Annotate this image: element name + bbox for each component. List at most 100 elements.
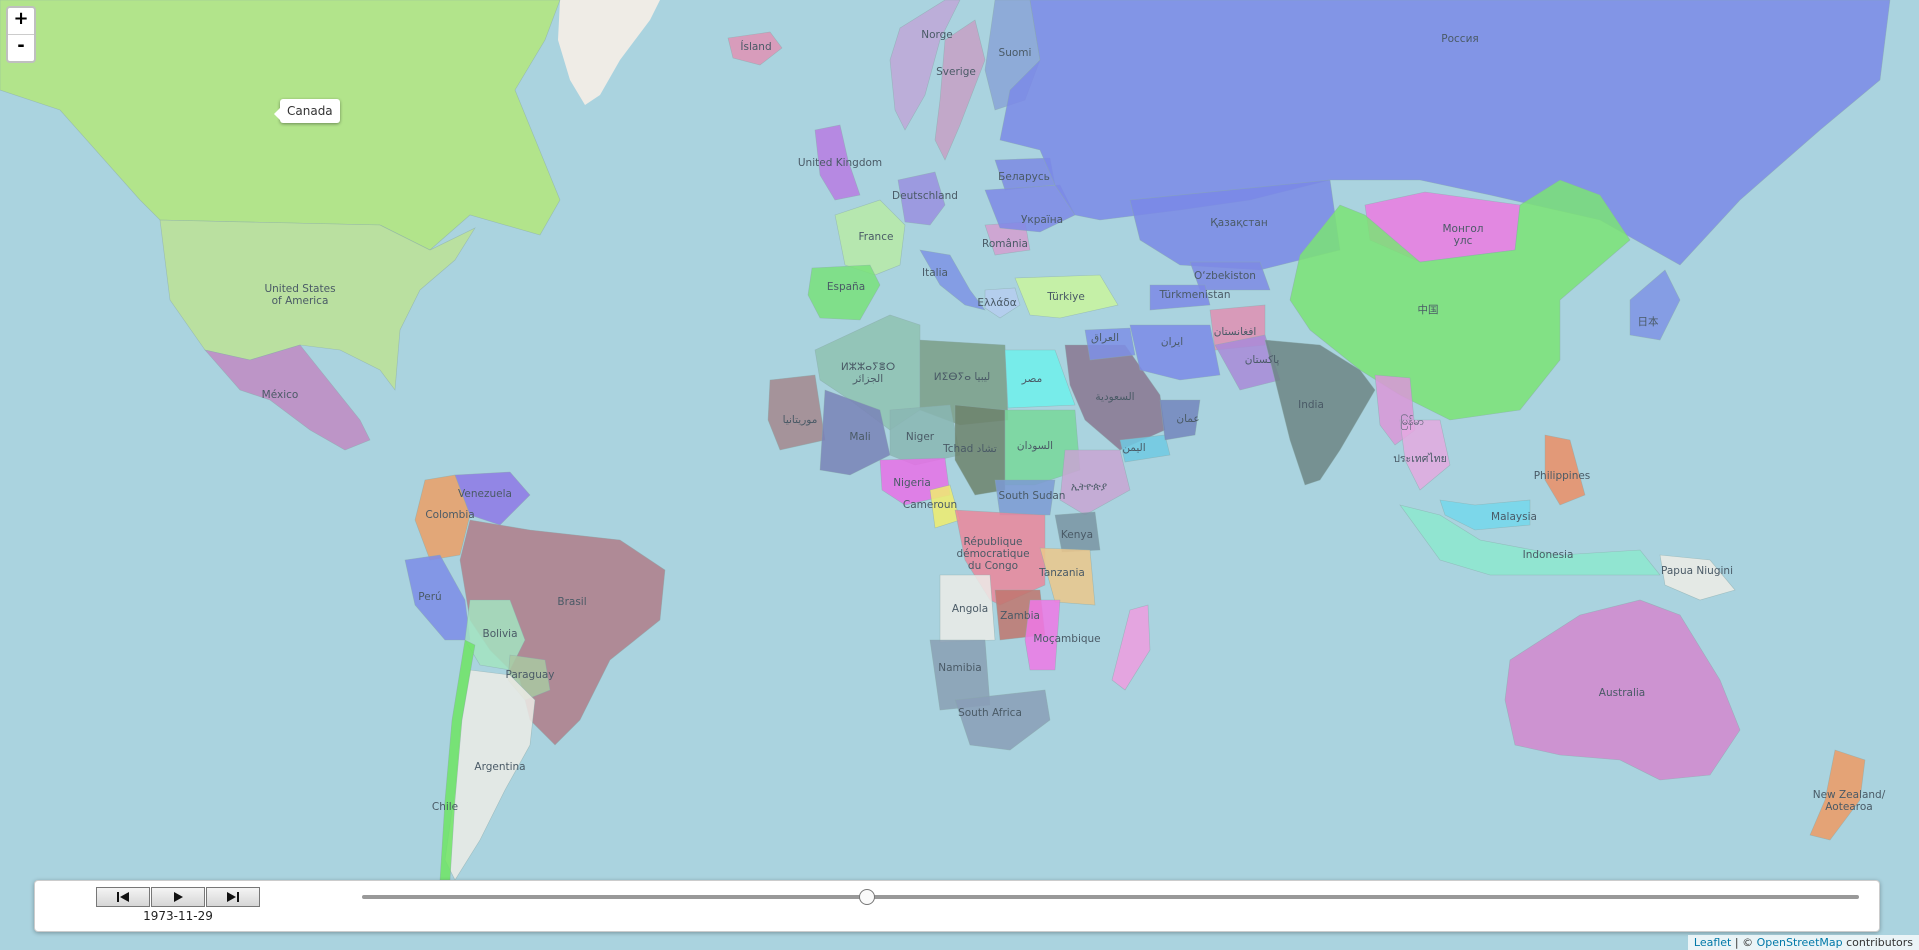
country-tanzania[interactable] xyxy=(1039,547,1096,606)
country-tooltip: Canada xyxy=(274,99,340,123)
country-label: Україна xyxy=(1021,214,1063,226)
country-shape-23[interactable] xyxy=(984,184,1076,233)
country-malaysia[interactable] xyxy=(1439,499,1531,531)
country-mali[interactable] xyxy=(819,389,891,476)
country-shape-50[interactable] xyxy=(1129,324,1221,381)
country-label: Tchad تشاد xyxy=(942,443,997,455)
country-label: السعودية xyxy=(1095,391,1134,403)
country-label: South Africa xyxy=(958,707,1022,719)
country-shape-29[interactable] xyxy=(767,374,826,451)
last-button[interactable] xyxy=(206,887,260,907)
country-label: ⵍⵣⵣⴰⵢⴻⵔ الجزائر xyxy=(841,361,895,385)
country-united-kingdom[interactable] xyxy=(814,124,861,201)
country-label: ኢትዮጵያ xyxy=(1071,481,1108,493)
country-label: España xyxy=(827,281,865,293)
country-canada[interactable] xyxy=(0,0,561,251)
country-shape-57[interactable] xyxy=(1289,179,1631,421)
country-label: عمان xyxy=(1176,413,1199,425)
country-label: Kenya xyxy=(1061,529,1093,541)
country-label: افغانستان xyxy=(1214,326,1257,338)
country-label: 中国 xyxy=(1418,303,1439,316)
country-label: Россия xyxy=(1441,33,1478,45)
attribution-suffix: contributors xyxy=(1842,936,1913,949)
country-label: México xyxy=(262,389,299,401)
country-label: Chile xyxy=(432,801,458,813)
country-shape-60[interactable] xyxy=(1399,419,1451,491)
country-shape-47[interactable] xyxy=(1119,434,1171,463)
zoom-in-button[interactable]: + xyxy=(8,8,34,35)
country-label: السودان xyxy=(1017,440,1053,452)
country-label: Argentina xyxy=(474,761,525,773)
country-indonesia[interactable] xyxy=(1399,504,1661,576)
timeline-slider-track[interactable] xyxy=(362,889,1859,905)
country-sverige[interactable] xyxy=(934,19,986,161)
country-label: Bolivia xyxy=(482,628,517,640)
country-angola[interactable] xyxy=(939,574,996,643)
country-shape-61[interactable] xyxy=(1629,269,1681,341)
country-label: Niger xyxy=(906,431,935,443)
country-label: Ελλάδα xyxy=(977,297,1016,309)
country-label: Indonesia xyxy=(1523,549,1574,561)
country-label: پاکستان xyxy=(1245,354,1280,366)
country-label: Монгол улс xyxy=(1442,223,1483,247)
attribution-separator: | © xyxy=(1731,936,1757,949)
map-attribution: Leaflet | © OpenStreetMap contributors xyxy=(1687,935,1919,950)
zoom-control: + - xyxy=(6,6,36,63)
zoom-out-button[interactable]: - xyxy=(17,35,25,56)
timeline-slider-thumb[interactable] xyxy=(859,889,876,905)
country-ozbekiston[interactable] xyxy=(1189,261,1271,291)
country-shape-33[interactable] xyxy=(1004,409,1081,486)
country-label: Türkmenistan xyxy=(1159,289,1231,301)
country-shape-28[interactable] xyxy=(1004,349,1076,409)
country-moambique[interactable] xyxy=(1024,599,1061,671)
country-shape-37[interactable] xyxy=(1059,449,1131,516)
skip-forward-icon xyxy=(227,892,239,902)
country-shape-68[interactable] xyxy=(1111,604,1151,691)
country-label: 日本 xyxy=(1638,315,1660,328)
country-label: Norge xyxy=(921,29,953,41)
country-label: Suomi xyxy=(999,47,1032,59)
country-label: Қазақстан xyxy=(1210,217,1267,229)
country-label: Sverige xyxy=(936,66,976,78)
country-france[interactable] xyxy=(834,199,906,276)
country-mxico[interactable] xyxy=(204,344,371,451)
country-label: ⵍⵉⴱⵢⴰ ليبيا xyxy=(934,371,990,383)
play-button[interactable] xyxy=(151,887,205,907)
country-espaa[interactable] xyxy=(807,264,881,321)
country-colombia[interactable] xyxy=(414,474,471,561)
country-label: Philippines xyxy=(1534,470,1591,482)
leaflet-link[interactable]: Leaflet xyxy=(1693,936,1732,949)
country-philippines[interactable] xyxy=(1544,434,1586,506)
osm-link[interactable]: OpenStreetMap xyxy=(1756,936,1843,949)
country-deutschland[interactable] xyxy=(897,171,946,226)
country-label: မြန်မာ xyxy=(1400,414,1424,430)
country-australia[interactable] xyxy=(1504,599,1741,781)
country-papua-niugini[interactable] xyxy=(1659,554,1736,601)
country-south-sudan[interactable] xyxy=(994,479,1056,516)
country-label: Ísland xyxy=(740,40,771,53)
country-label: Беларусь xyxy=(998,171,1050,183)
country-label: India xyxy=(1298,399,1324,411)
country-kenya[interactable] xyxy=(1054,511,1101,553)
country-sland[interactable] xyxy=(727,31,783,66)
country-trkiye[interactable] xyxy=(1014,274,1119,319)
country-new-zealand-aotearoa[interactable] xyxy=(1809,749,1866,841)
country-label: Colombia xyxy=(425,509,474,521)
country-trkmenistan[interactable] xyxy=(1149,284,1211,311)
timeline-buttons xyxy=(96,887,261,907)
country-norge[interactable] xyxy=(889,0,961,131)
country-tchad-[interactable] xyxy=(954,404,1006,496)
timeline-date: 1973-11-29 xyxy=(143,909,213,923)
country-italia[interactable] xyxy=(919,249,986,311)
country-label: United States of America xyxy=(264,283,335,307)
country-label: République démocratique du Congo xyxy=(956,536,1029,572)
country-india[interactable] xyxy=(1264,339,1376,486)
country-label: موريتانيا xyxy=(783,414,818,426)
country-label: Papua Niugini xyxy=(1661,565,1733,577)
country-shape-49[interactable] xyxy=(1084,327,1136,361)
country-shape-20[interactable] xyxy=(984,287,1021,319)
first-button[interactable] xyxy=(96,887,150,907)
country-south-africa[interactable] xyxy=(954,689,1051,751)
country-shape-48[interactable] xyxy=(1159,399,1201,441)
